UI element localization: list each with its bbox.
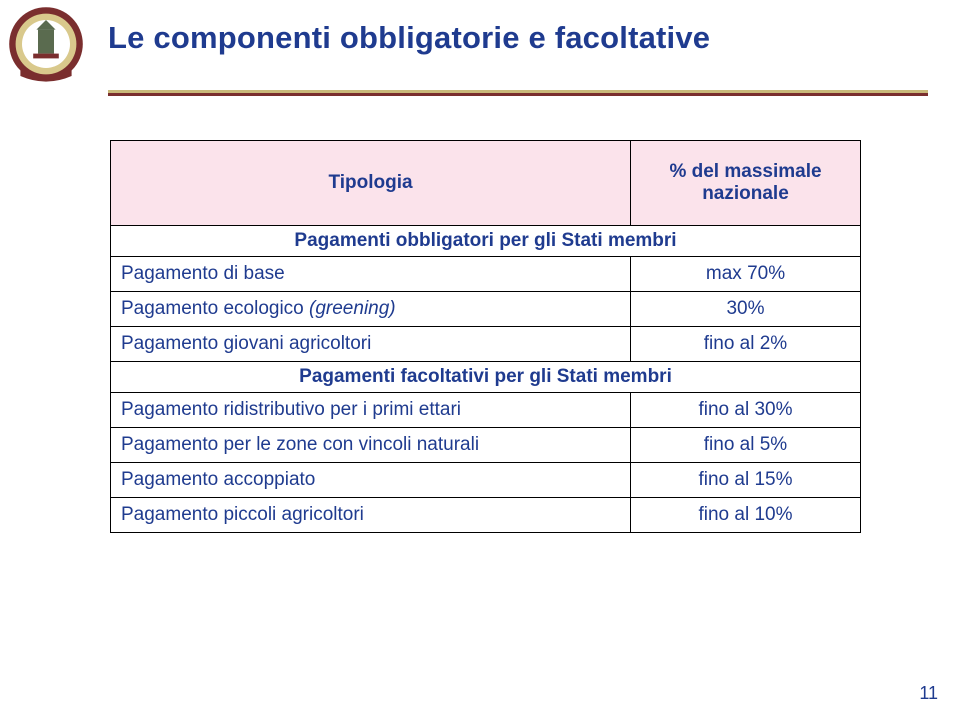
row-value: fino al 2% bbox=[631, 327, 861, 362]
section-facoltativi-label: Pagamenti facoltativi per gli Stati memb… bbox=[111, 362, 861, 393]
table-row: Pagamento piccoli agricoltori fino al 10… bbox=[111, 498, 861, 533]
row-label: Pagamento piccoli agricoltori bbox=[111, 498, 631, 533]
table-row: Pagamento ecologico (greening) 30% bbox=[111, 292, 861, 327]
row-label: Pagamento ecologico (greening) bbox=[111, 292, 631, 327]
table-row: Pagamento accoppiato fino al 15% bbox=[111, 463, 861, 498]
row-label: Pagamento di base bbox=[111, 257, 631, 292]
row-label-text: Pagamento ecologico (greening) bbox=[121, 298, 396, 319]
row-label: Pagamento per le zone con vincoli natura… bbox=[111, 428, 631, 463]
row-label: Pagamento ridistributivo per i primi ett… bbox=[111, 393, 631, 428]
header-percentuale: % del massimale nazionale bbox=[631, 141, 861, 226]
table-row: Pagamento di base max 70% bbox=[111, 257, 861, 292]
section-obbligatori-label: Pagamenti obbligatori per gli Stati memb… bbox=[111, 226, 861, 257]
row-value: fino al 30% bbox=[631, 393, 861, 428]
slide-title: Le componenti obbligatorie e facoltative bbox=[108, 20, 710, 56]
university-seal-logo bbox=[6, 4, 86, 84]
page-number: 11 bbox=[919, 683, 938, 704]
row-value: fino al 5% bbox=[631, 428, 861, 463]
table-row: Pagamento ridistributivo per i primi ett… bbox=[111, 393, 861, 428]
row-value: 30% bbox=[631, 292, 861, 327]
table-row: Pagamento giovani agricoltori fino al 2% bbox=[111, 327, 861, 362]
row-value: fino al 10% bbox=[631, 498, 861, 533]
components-table: Tipologia % del massimale nazionale Paga… bbox=[110, 140, 861, 533]
row-label: Pagamento accoppiato bbox=[111, 463, 631, 498]
row-value: max 70% bbox=[631, 257, 861, 292]
row-value: fino al 15% bbox=[631, 463, 861, 498]
header-tipologia: Tipologia bbox=[111, 141, 631, 226]
section-facoltativi: Pagamenti facoltativi per gli Stati memb… bbox=[111, 362, 861, 393]
table-header-row: Tipologia % del massimale nazionale bbox=[111, 141, 861, 226]
title-underline bbox=[108, 90, 928, 96]
section-obbligatori: Pagamenti obbligatori per gli Stati memb… bbox=[111, 226, 861, 257]
row-label: Pagamento giovani agricoltori bbox=[111, 327, 631, 362]
table-row: Pagamento per le zone con vincoli natura… bbox=[111, 428, 861, 463]
